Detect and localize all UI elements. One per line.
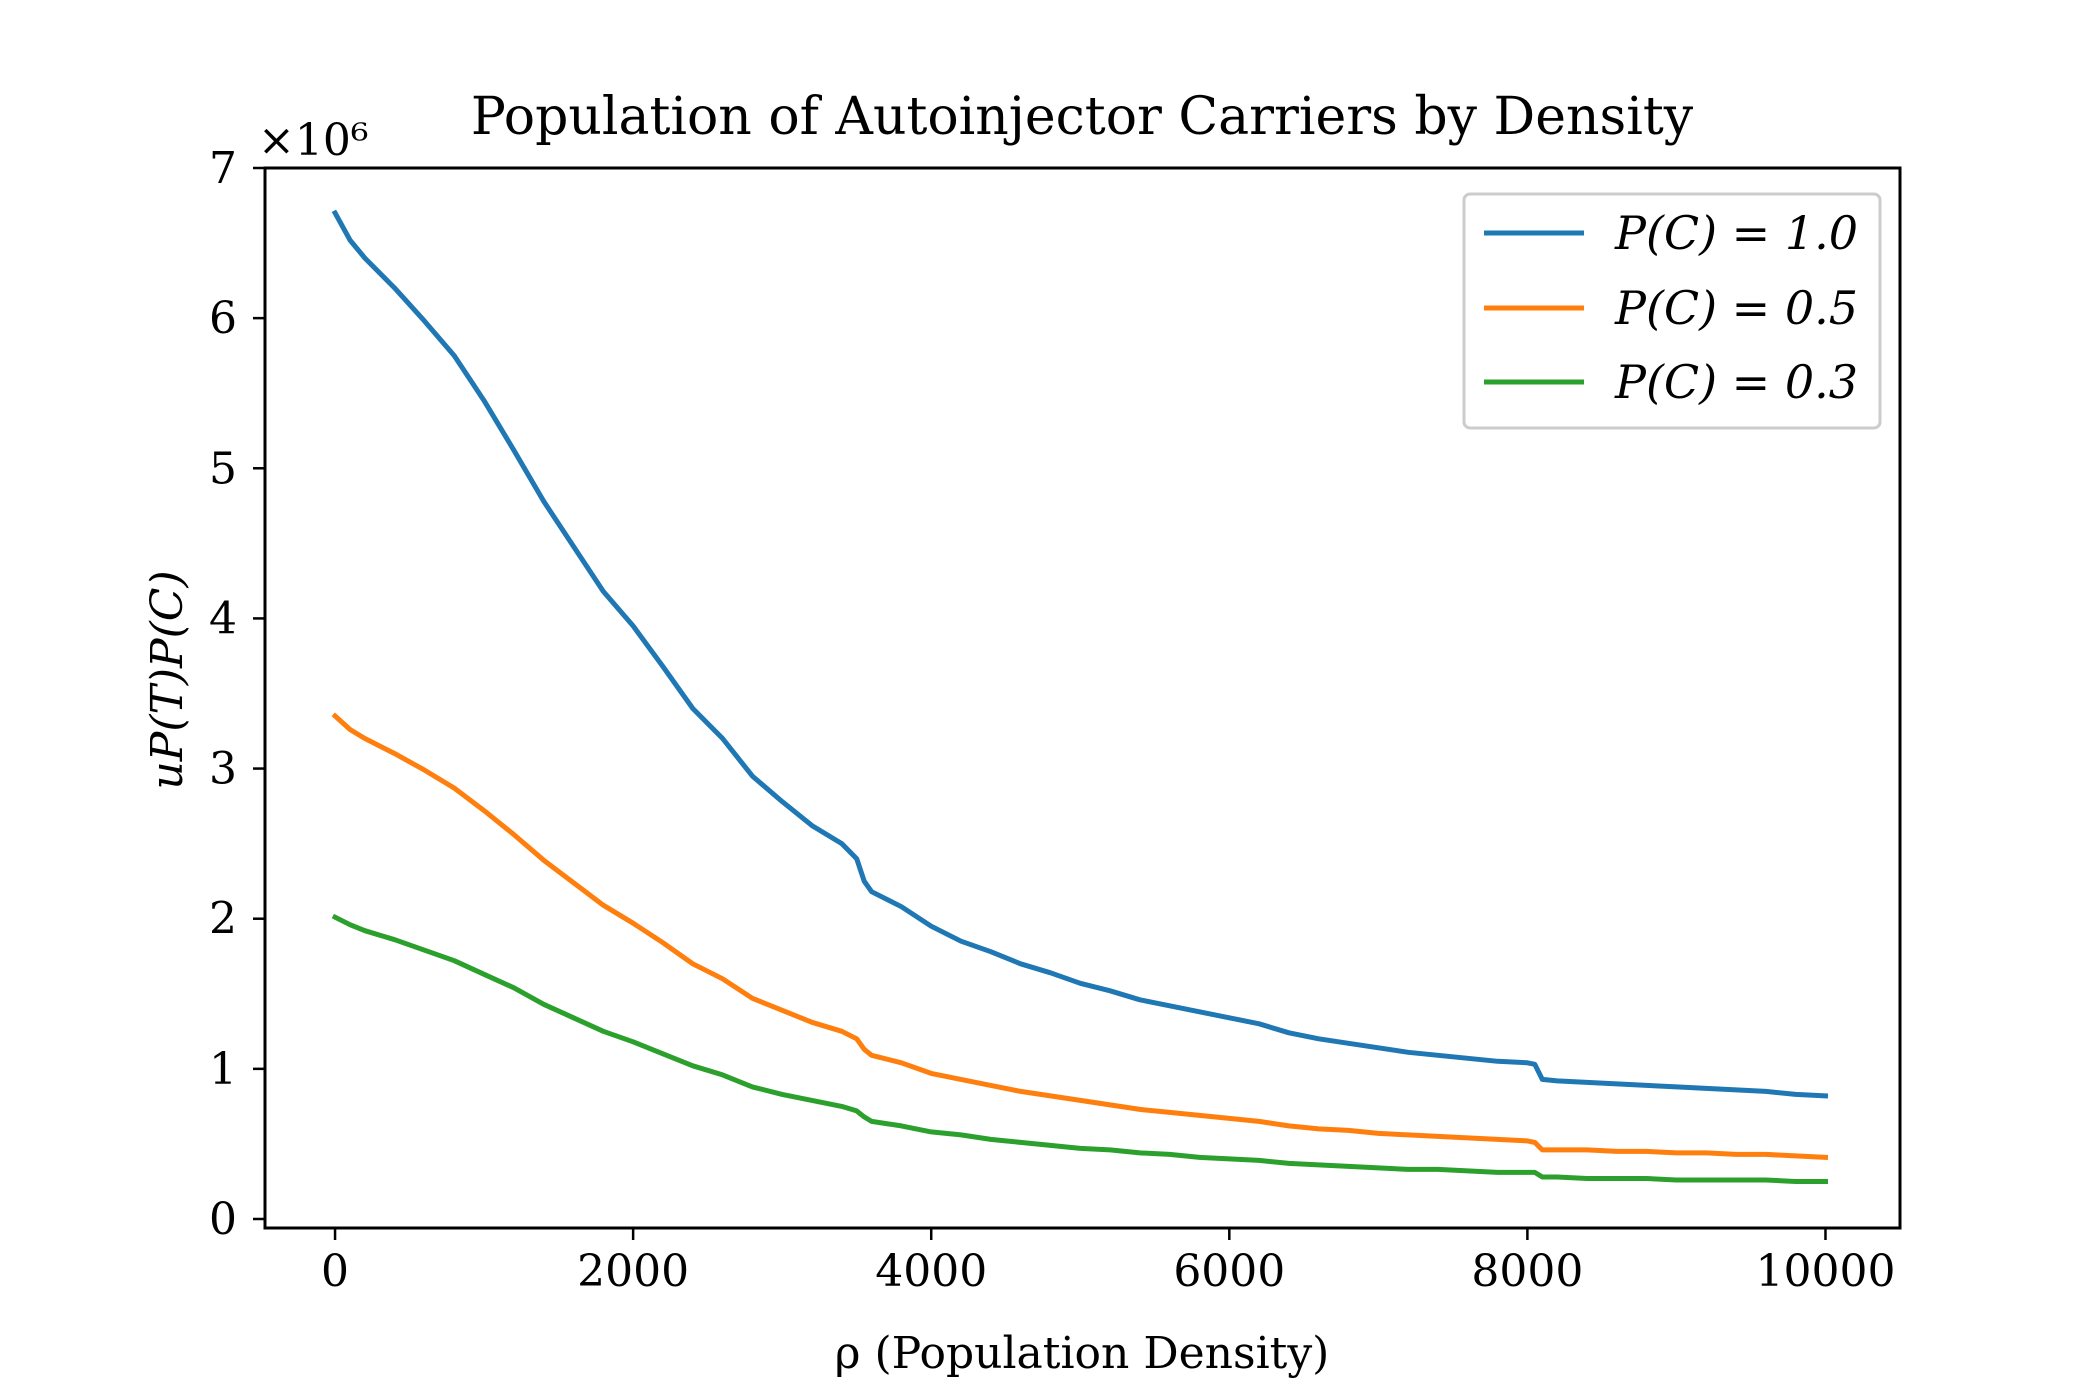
y-tick-label: 6 xyxy=(209,293,237,344)
x-tick-label: 4000 xyxy=(875,1246,987,1297)
x-axis-label: ρ (Population Density) xyxy=(835,1328,1330,1379)
series-line-1 xyxy=(331,712,1829,1161)
y-tick-label: 7 xyxy=(209,143,237,194)
legend-box xyxy=(1462,192,1882,430)
y-tick-label: 1 xyxy=(209,1044,237,1095)
x-tick-label: 8000 xyxy=(1471,1246,1583,1297)
series-line-0 xyxy=(331,209,1829,1099)
y-tick-label: 0 xyxy=(209,1194,237,1245)
y-axis-label: uP(T)P(C) xyxy=(142,570,193,789)
chart-title: Population of Autoinjector Carriers by D… xyxy=(471,87,1694,147)
legend: P(C) = 1.0 P(C) = 0.5 P(C) = 0.3 xyxy=(1462,192,1882,430)
x-tick-label: 2000 xyxy=(577,1246,689,1297)
x-tick-label: 6000 xyxy=(1173,1246,1285,1297)
legend-label-series-2: P(C) = 0.3 xyxy=(1614,355,1858,409)
legend-label-series-1: P(C) = 0.5 xyxy=(1614,281,1858,335)
series-lines xyxy=(331,209,1829,1184)
y-tick-label: 4 xyxy=(209,593,237,644)
x-tick-label: 10000 xyxy=(1755,1246,1895,1297)
y-tick-label: 3 xyxy=(209,744,237,795)
legend-label-series-0: P(C) = 1.0 xyxy=(1614,206,1858,260)
axes: 0 2000 4000 6000 8000 10000 0 1 2 3 4 5 6 7 xyxy=(209,143,1902,1297)
y-multiplier-label: ×10⁶ xyxy=(258,115,369,166)
series-line-2 xyxy=(331,913,1828,1184)
x-tick-label: 0 xyxy=(321,1246,349,1297)
y-tick-label: 5 xyxy=(209,443,237,494)
y-tick-label: 2 xyxy=(209,894,237,945)
plot-frame xyxy=(263,166,1902,1230)
